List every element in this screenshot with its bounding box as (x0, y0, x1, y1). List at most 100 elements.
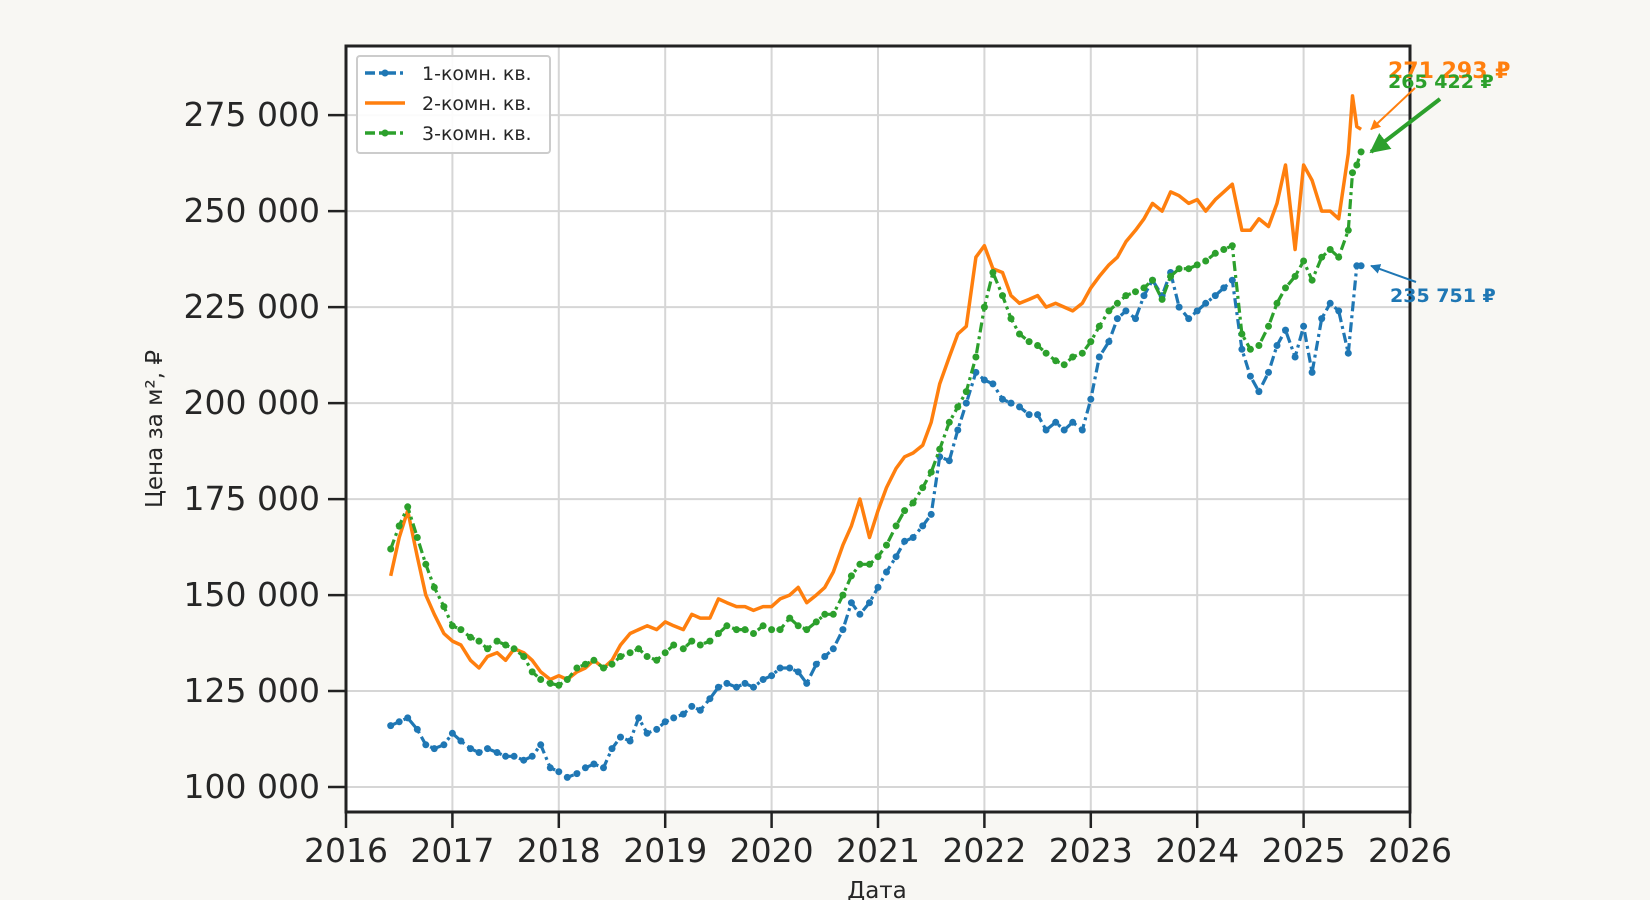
series-point (1326, 246, 1334, 253)
series-point (750, 683, 757, 691)
series-point (706, 637, 714, 645)
series-point (786, 614, 794, 622)
series-point (475, 749, 483, 756)
series-point (812, 618, 820, 626)
series-point (741, 626, 749, 634)
series-point (1193, 261, 1201, 269)
series-point (387, 722, 395, 730)
series-point (847, 599, 855, 607)
series-point (626, 649, 634, 657)
series-point (839, 591, 847, 599)
series-point (1132, 288, 1139, 296)
series-point (821, 653, 829, 660)
x-tick-label: 2024 (1155, 831, 1239, 870)
series-point (1095, 322, 1103, 330)
series-point (1308, 368, 1316, 376)
series-point (794, 622, 802, 630)
series-point (1308, 276, 1316, 284)
series-point (387, 545, 395, 553)
series-point (776, 664, 784, 672)
legend-marker (381, 69, 389, 77)
x-tick-label: 2019 (623, 831, 707, 870)
series-point (1140, 284, 1148, 292)
series-point (1246, 372, 1254, 380)
series-point (679, 645, 687, 653)
series-point (866, 599, 873, 607)
series-point (1167, 272, 1175, 280)
series-point (502, 641, 510, 649)
series-point (954, 403, 962, 411)
series-point (1291, 272, 1299, 280)
series-point (919, 484, 927, 492)
series-point (1025, 411, 1033, 419)
series-point (563, 676, 571, 683)
series-point (1078, 426, 1086, 434)
legend-marker (381, 129, 389, 137)
series-point (635, 645, 643, 653)
x-tick-label: 2022 (942, 831, 1026, 870)
legend: 1-комн. кв. 2-комн. кв. 3-комн. кв. (356, 55, 551, 154)
annotation-arrow (1369, 97, 1442, 154)
series-point (520, 653, 528, 660)
series-point (1193, 307, 1201, 315)
y-tick-label: 200 000 (184, 383, 320, 422)
series-3 (387, 148, 1365, 689)
series-point (768, 672, 776, 680)
y-axis: 100 000 125 000 150 000 175 000 200 000 225 0… (184, 95, 346, 806)
series-point (1238, 345, 1246, 353)
series-point (1069, 353, 1077, 361)
legend-box (356, 55, 551, 154)
series-point (1140, 292, 1148, 300)
series-point (1228, 276, 1236, 284)
series-point (696, 706, 704, 714)
series-point (395, 718, 403, 726)
series-point (643, 653, 651, 660)
series-point (1335, 307, 1343, 315)
series-point (856, 560, 864, 568)
series-point (1282, 326, 1289, 334)
series-point (520, 756, 528, 764)
annotations: 271 293 ₽265 422 ₽ 235 751 ₽ (1369, 59, 1510, 307)
series-point (999, 292, 1006, 300)
series-point (856, 610, 864, 618)
series-point (1357, 148, 1365, 156)
series-point (1255, 342, 1263, 349)
series-point (457, 737, 465, 745)
series-point (927, 510, 935, 518)
series-point (537, 676, 545, 683)
series-point (484, 745, 491, 753)
series-point (430, 745, 438, 753)
annotation-arrow (1370, 87, 1416, 131)
series-line (389, 151, 1363, 687)
series-point (1105, 307, 1113, 315)
legend-item: 2-комн. кв. (365, 93, 532, 115)
series-point (448, 729, 456, 737)
series-point (1007, 399, 1015, 407)
series-point (661, 649, 669, 657)
series-point (1211, 249, 1219, 257)
series-point (821, 610, 829, 618)
series-point (1185, 265, 1193, 273)
series-point (1034, 342, 1042, 349)
series-point (741, 679, 749, 687)
series-point (1113, 299, 1121, 307)
series-point (989, 269, 997, 276)
series-point (688, 702, 696, 710)
y-tick-label: 275 000 (184, 95, 320, 134)
series-point (457, 626, 465, 634)
series-point (600, 764, 607, 772)
series-point (919, 522, 927, 530)
series-point (901, 537, 909, 545)
series-point (874, 553, 882, 561)
series-point (1042, 349, 1050, 357)
series-point (945, 418, 953, 426)
series-point (546, 764, 554, 772)
x-tick-label: 2023 (1049, 831, 1133, 870)
series-point (413, 534, 421, 541)
series-point (600, 664, 607, 672)
series-point (839, 626, 847, 634)
series-point (901, 507, 909, 515)
series-point (1357, 262, 1365, 270)
series-point (546, 679, 554, 687)
series-point (608, 660, 616, 668)
